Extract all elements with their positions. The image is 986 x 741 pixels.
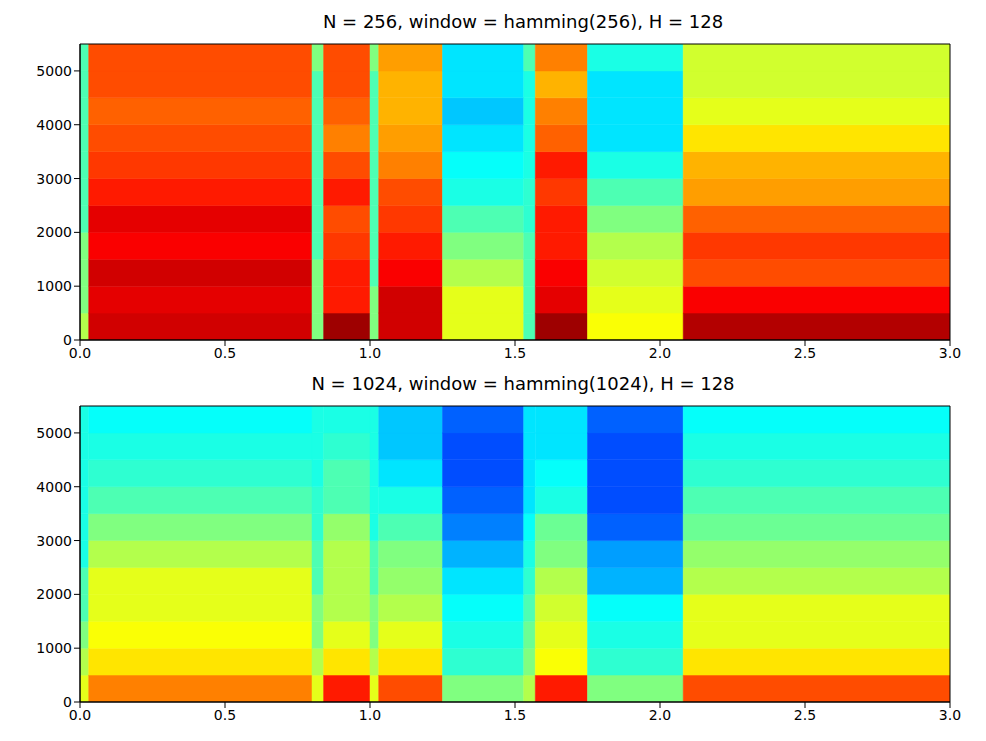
svg-text:3000: 3000	[36, 533, 72, 549]
svg-text:4000: 4000	[36, 479, 72, 495]
svg-text:2.5: 2.5	[794, 345, 816, 361]
svg-text:1.5: 1.5	[504, 707, 526, 723]
svg-text:3000: 3000	[36, 171, 72, 187]
svg-text:2.0: 2.0	[649, 707, 671, 723]
svg-text:5000: 5000	[36, 425, 72, 441]
svg-text:1.0: 1.0	[359, 707, 381, 723]
html-text:N = 256, window = hamming(256): N = 256, window = hamming(256), H = 128	[322, 11, 724, 32]
svg-text:2.5: 2.5	[794, 707, 816, 723]
svg-text:2000: 2000	[36, 586, 72, 602]
svg-text:3.0: 3.0	[939, 345, 961, 361]
svg-text:0.0: 0.0	[69, 345, 91, 361]
svg-text:1.0: 1.0	[359, 345, 381, 361]
svg-text:1000: 1000	[36, 278, 72, 294]
svg-text:0: 0	[63, 694, 72, 710]
svg-text:1.5: 1.5	[504, 345, 526, 361]
svg-text:0: 0	[63, 332, 72, 348]
svg-text:0.0: 0.0	[69, 707, 91, 723]
svg-text:4000: 4000	[36, 117, 72, 133]
svg-text:1000: 1000	[36, 640, 72, 656]
svg-text:2000: 2000	[36, 224, 72, 240]
svg-text:2.0: 2.0	[649, 345, 671, 361]
svg-text:5000: 5000	[36, 63, 72, 79]
svg-text:0.5: 0.5	[214, 345, 236, 361]
svg-text:3.0: 3.0	[939, 707, 961, 723]
svg-text:0.5: 0.5	[214, 707, 236, 723]
html-text:N = 1024, window = hamming(102: N = 1024, window = hamming(1024), H = 12…	[311, 373, 735, 394]
